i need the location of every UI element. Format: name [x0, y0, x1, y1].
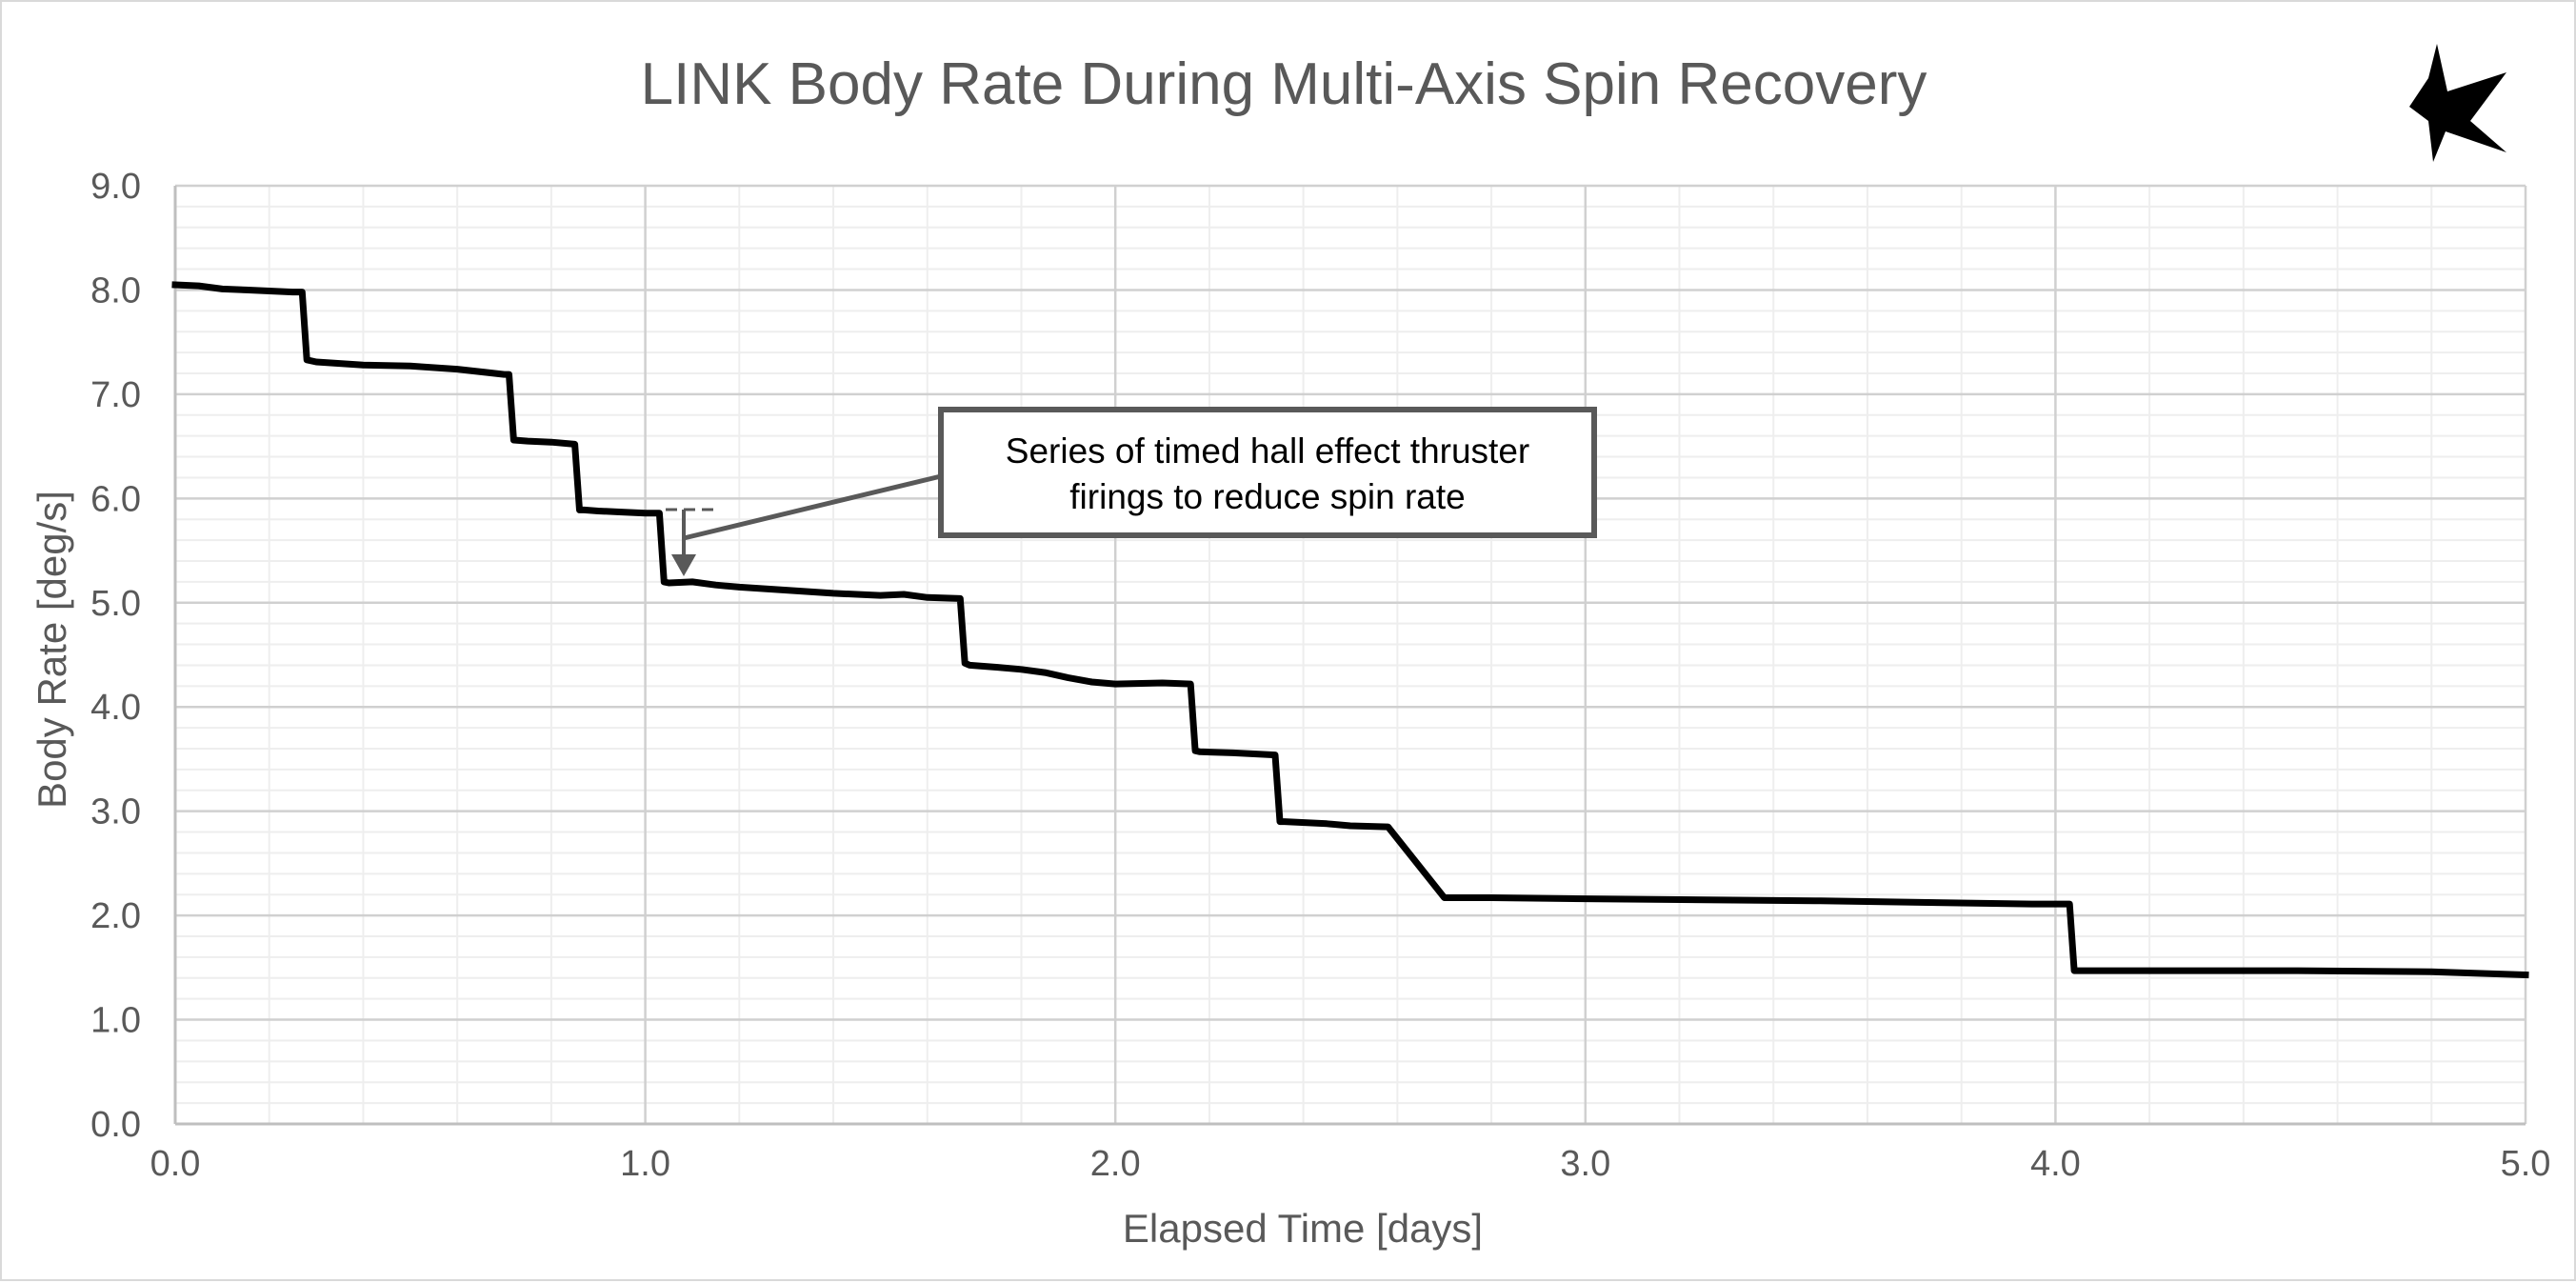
x-tick-label: 0.0 [150, 1144, 201, 1184]
callout-leader-line [683, 473, 942, 541]
y-tick-label: 8.0 [90, 271, 141, 311]
y-tick-label: 9.0 [90, 167, 141, 207]
x-tick-label: 1.0 [620, 1144, 670, 1184]
callout-arrowhead [671, 554, 696, 576]
star-logo-icon [2409, 44, 2506, 162]
y-tick-label: 7.0 [90, 375, 141, 415]
callout-box [938, 407, 1597, 538]
y-axis-title: Body Rate [deg/s] [30, 491, 74, 809]
x-tick-label: 3.0 [1560, 1144, 1610, 1184]
grid [175, 184, 2527, 1124]
body-rate-series-line [171, 281, 2529, 979]
x-tick-label: 4.0 [2030, 1144, 2081, 1184]
y-tick-label: 2.0 [90, 896, 141, 936]
x-tick-label: 5.0 [2501, 1144, 2551, 1184]
callout-annotation: Series of timed hall effect thruster fir… [666, 407, 1597, 576]
y-tick-label: 0.0 [90, 1105, 141, 1145]
series-layer [171, 281, 2529, 979]
y-tick-label: 6.0 [90, 479, 141, 519]
x-axis-title: Elapsed Time [days] [1123, 1206, 1483, 1251]
y-tick-label: 5.0 [90, 584, 141, 624]
y-tick-label: 4.0 [90, 688, 141, 728]
chart-title: LINK Body Rate During Multi-Axis Spin Re… [641, 51, 1927, 117]
callout-text-line-2: firings to reduce spin rate [1069, 477, 1465, 516]
y-tick-label: 3.0 [90, 792, 141, 832]
x-tick-label: 2.0 [1090, 1144, 1141, 1184]
y-tick-labels: 0.0 1.0 2.0 3.0 4.0 5.0 6.0 7.0 8.0 9.0 [90, 167, 141, 1145]
x-tick-labels: 0.0 1.0 2.0 3.0 4.0 5.0 [150, 1144, 2551, 1184]
y-tick-label: 1.0 [90, 1001, 141, 1041]
axes [173, 186, 2526, 1126]
callout-text-line-1: Series of timed hall effect thruster [1006, 431, 1529, 471]
